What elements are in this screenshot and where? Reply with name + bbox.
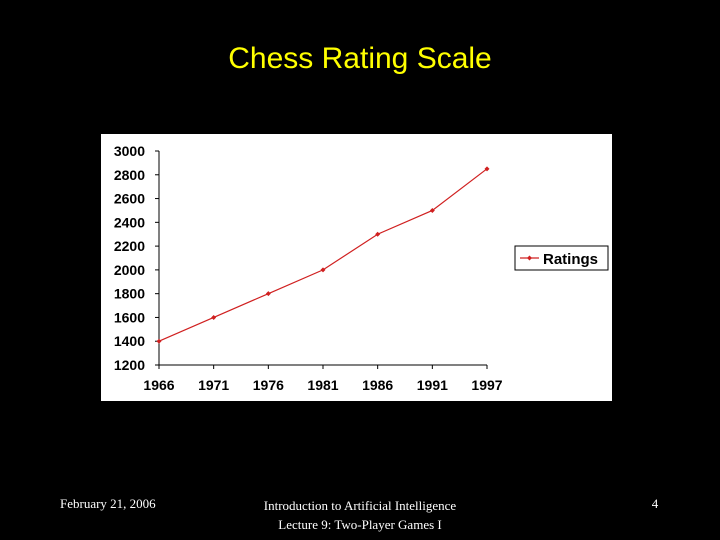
legend-label-ratings: Ratings <box>543 251 598 268</box>
chart-axes <box>158 151 487 366</box>
y-tick-label: 2400 <box>114 214 145 230</box>
slide-title: Chess Rating Scale <box>228 42 492 75</box>
data-point <box>156 338 162 344</box>
data-point <box>320 267 326 273</box>
line-chart: 1200 1400 1600 1800 2000 2200 2400 2600 2800 3000… <box>114 143 609 393</box>
data-point <box>211 314 217 320</box>
data-point <box>429 207 435 213</box>
data-point <box>265 291 271 297</box>
y-tick-label: 1400 <box>114 333 145 349</box>
y-tick-label: 2200 <box>114 238 145 254</box>
x-tick-label: 1981 <box>307 377 338 393</box>
x-tick-label: 1986 <box>362 377 393 393</box>
footer-lecture-title: Lecture 9: Two-Player Games I <box>278 517 442 532</box>
x-tick-label: 1971 <box>198 377 229 393</box>
footer-course-title: Introduction to Artificial Intelligence <box>263 498 457 513</box>
legend-swatch-marker <box>527 255 532 261</box>
y-tick-label: 1800 <box>114 286 145 302</box>
x-tick-label: 1966 <box>143 377 174 393</box>
y-tick-label: 3000 <box>114 143 145 159</box>
y-tick-label: 2600 <box>114 191 145 207</box>
data-point <box>484 166 490 172</box>
y-axis-ticks: 1200 1400 1600 1800 2000 2200 2400 2600 2800 3000 <box>114 143 159 373</box>
x-axis-ticks: 1966 1971 1976 1981 1986 1991 1997 <box>143 365 503 393</box>
x-tick-label: 1997 <box>471 377 502 393</box>
x-tick-label: 1991 <box>417 377 448 393</box>
y-tick-label: 1600 <box>114 309 145 325</box>
footer-course: Introduction to Artificial Intelligence … <box>240 496 480 534</box>
x-tick-label: 1976 <box>253 377 284 393</box>
series-group <box>156 166 490 344</box>
y-tick-label: 2800 <box>114 167 145 183</box>
y-tick-label: 1200 <box>114 357 145 373</box>
footer-date: February 21, 2006 <box>60 496 156 511</box>
y-tick-label: 2000 <box>114 262 145 278</box>
page-number: 4 <box>651 496 659 511</box>
data-point <box>375 231 381 237</box>
legend: Ratings <box>514 245 609 271</box>
chart: 1200 1400 1600 1800 2000 2200 2400 2600 2800 3000… <box>101 134 612 401</box>
series-line-ratings <box>158 168 488 342</box>
